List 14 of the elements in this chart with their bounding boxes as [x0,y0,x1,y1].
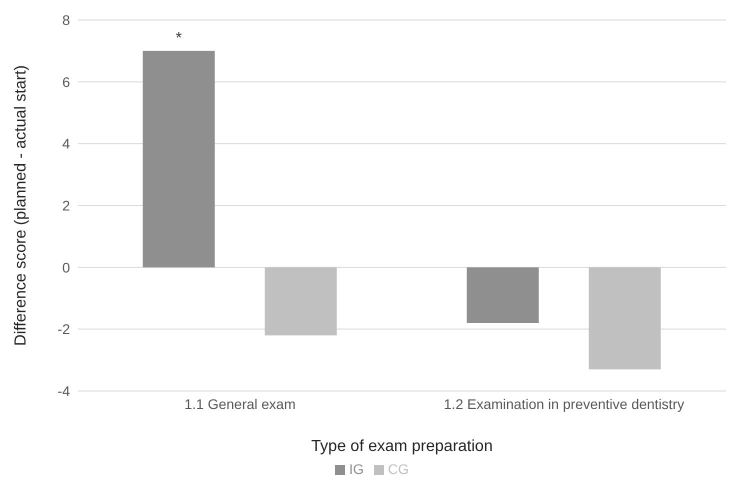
y-tick-label: -4 [58,382,70,399]
legend-label: IG [349,461,364,477]
x-axis-title: Type of exam preparation [311,438,493,455]
x-tick-label: 1.2 Examination in preventive dentistry [444,396,684,412]
y-tick-label: -2 [58,321,70,338]
y-axis-title: Difference score (planned - actual start) [12,65,30,346]
annotation: * [176,30,182,47]
y-tick-label: 6 [62,74,70,90]
x-tick-label: 1.1 General exam [184,396,296,412]
y-tick-label: 2 [62,197,70,214]
y-tick-label: 8 [62,12,70,28]
legend-label: CG [388,461,409,477]
y-tick-label: 0 [62,259,70,276]
y-tick-label: 4 [62,136,70,152]
